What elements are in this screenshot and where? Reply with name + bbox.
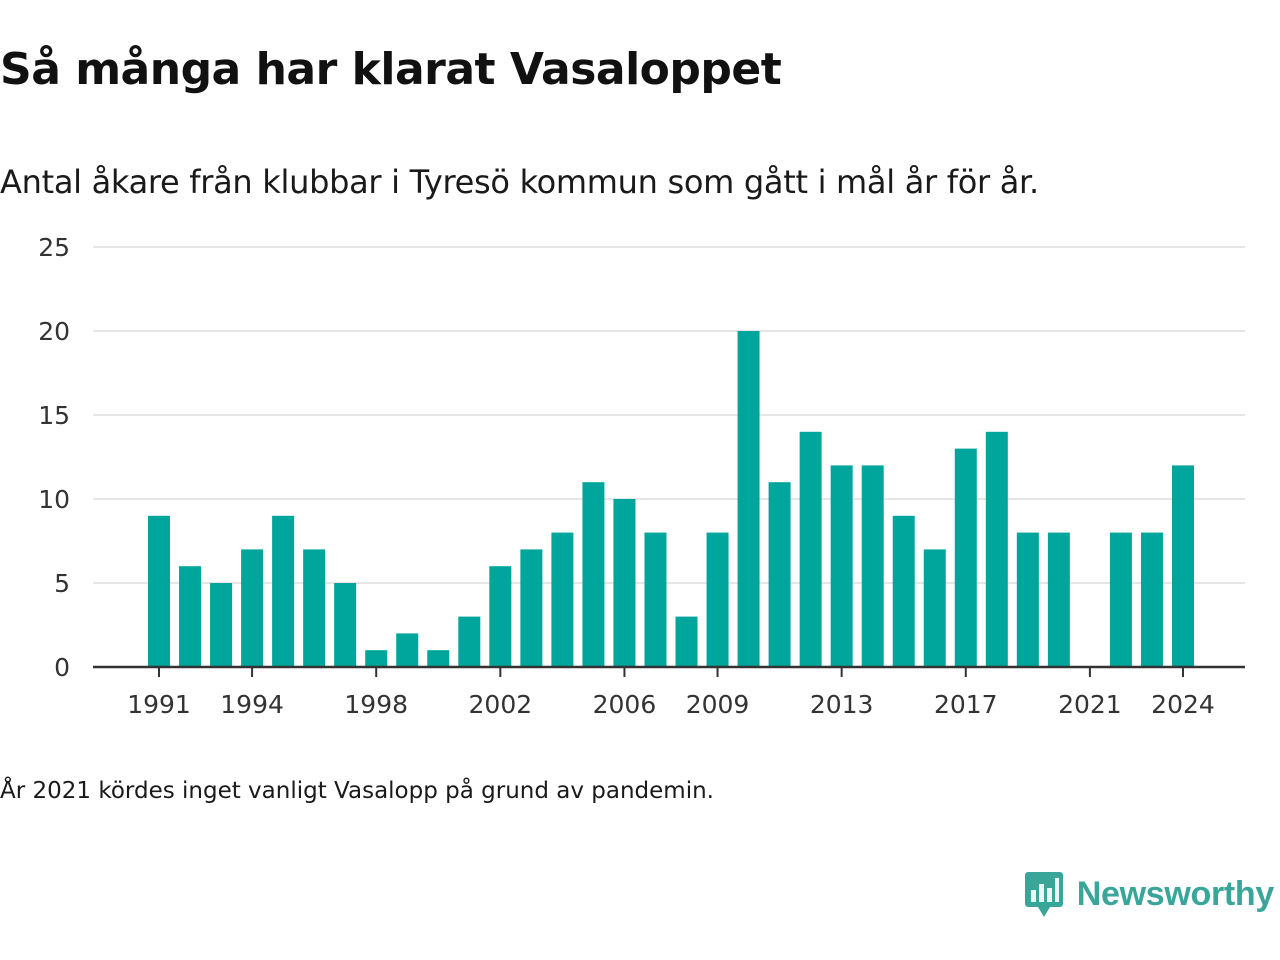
bar-2010 (737, 331, 760, 667)
chart-subtitle: Antal åkare från klubbar i Tyresö kommun… (0, 163, 1039, 201)
bar-1993 (210, 583, 233, 667)
bar-2003 (520, 549, 543, 667)
bar-2015 (892, 515, 915, 667)
bar-2023 (1140, 532, 1163, 667)
bar-1996 (303, 549, 326, 667)
bar-2017 (954, 448, 977, 667)
bar-1991 (148, 515, 170, 667)
y-tick-label-5: 5 (54, 569, 70, 598)
bar-chart: 0 5 10 15 20 25 1991 1994 1998 2002 2006 2009 2013 20… (38, 233, 1245, 719)
bar-2020 (1047, 532, 1070, 667)
bar-1999 (396, 633, 419, 667)
x-tick-label-2013: 2013 (810, 690, 874, 719)
bar-1998 (365, 650, 388, 667)
bar-2012 (799, 431, 822, 667)
x-tick-label-2021: 2021 (1058, 690, 1122, 719)
brand-name: Newsworthy (1076, 874, 1275, 913)
bar-2022 (1109, 532, 1132, 667)
x-tick-label-2017: 2017 (934, 690, 998, 719)
bar-2002 (489, 566, 512, 667)
bar-1992 (179, 566, 202, 667)
bar-2006 (613, 499, 636, 667)
bar-2016 (923, 549, 946, 667)
y-tick-label-20: 20 (38, 317, 70, 346)
bars (148, 331, 1194, 667)
y-tick-label-10: 10 (38, 485, 70, 514)
bar-2000 (427, 650, 450, 667)
bar-2018 (985, 431, 1008, 667)
x-tick-label-2009: 2009 (686, 690, 750, 719)
bar-2005 (582, 482, 605, 667)
gridlines (93, 246, 1245, 584)
bar-2019 (1016, 532, 1039, 667)
bar-1997 (334, 583, 357, 667)
bar-2011 (768, 482, 791, 667)
bar-2007 (644, 532, 667, 667)
footnote: År 2021 kördes inget vanligt Vasalopp på… (0, 778, 714, 804)
newsworthy-logo-icon (1024, 872, 1063, 917)
x-tick-label-2024: 2024 (1151, 690, 1215, 719)
bar-1995 (272, 515, 295, 667)
bar-2004 (551, 532, 574, 667)
bar-2008 (675, 616, 698, 667)
bar-2014 (861, 465, 884, 667)
y-tick-label-0: 0 (54, 653, 70, 682)
bar-2013 (830, 465, 853, 667)
x-tick-label-2006: 2006 (593, 690, 657, 719)
bar-1994 (241, 549, 264, 667)
bar-2001 (458, 616, 481, 667)
y-tick-label-15: 15 (38, 401, 70, 430)
chart-title: Så många har klarat Vasaloppet (0, 44, 782, 95)
x-tick-label-1994: 1994 (220, 690, 284, 719)
bar-2024 (1171, 465, 1194, 667)
bar-2009 (706, 532, 729, 667)
y-tick-label-25: 25 (38, 233, 70, 262)
x-tick-label-1991: 1991 (127, 690, 191, 719)
axes: 0 5 10 15 20 25 1991 1994 1998 2002 2006 2009 2013 20… (38, 233, 1245, 719)
brand: Newsworthy (1024, 870, 1275, 918)
x-tick-label-2002: 2002 (469, 690, 533, 719)
x-tick-label-1998: 1998 (344, 690, 408, 719)
